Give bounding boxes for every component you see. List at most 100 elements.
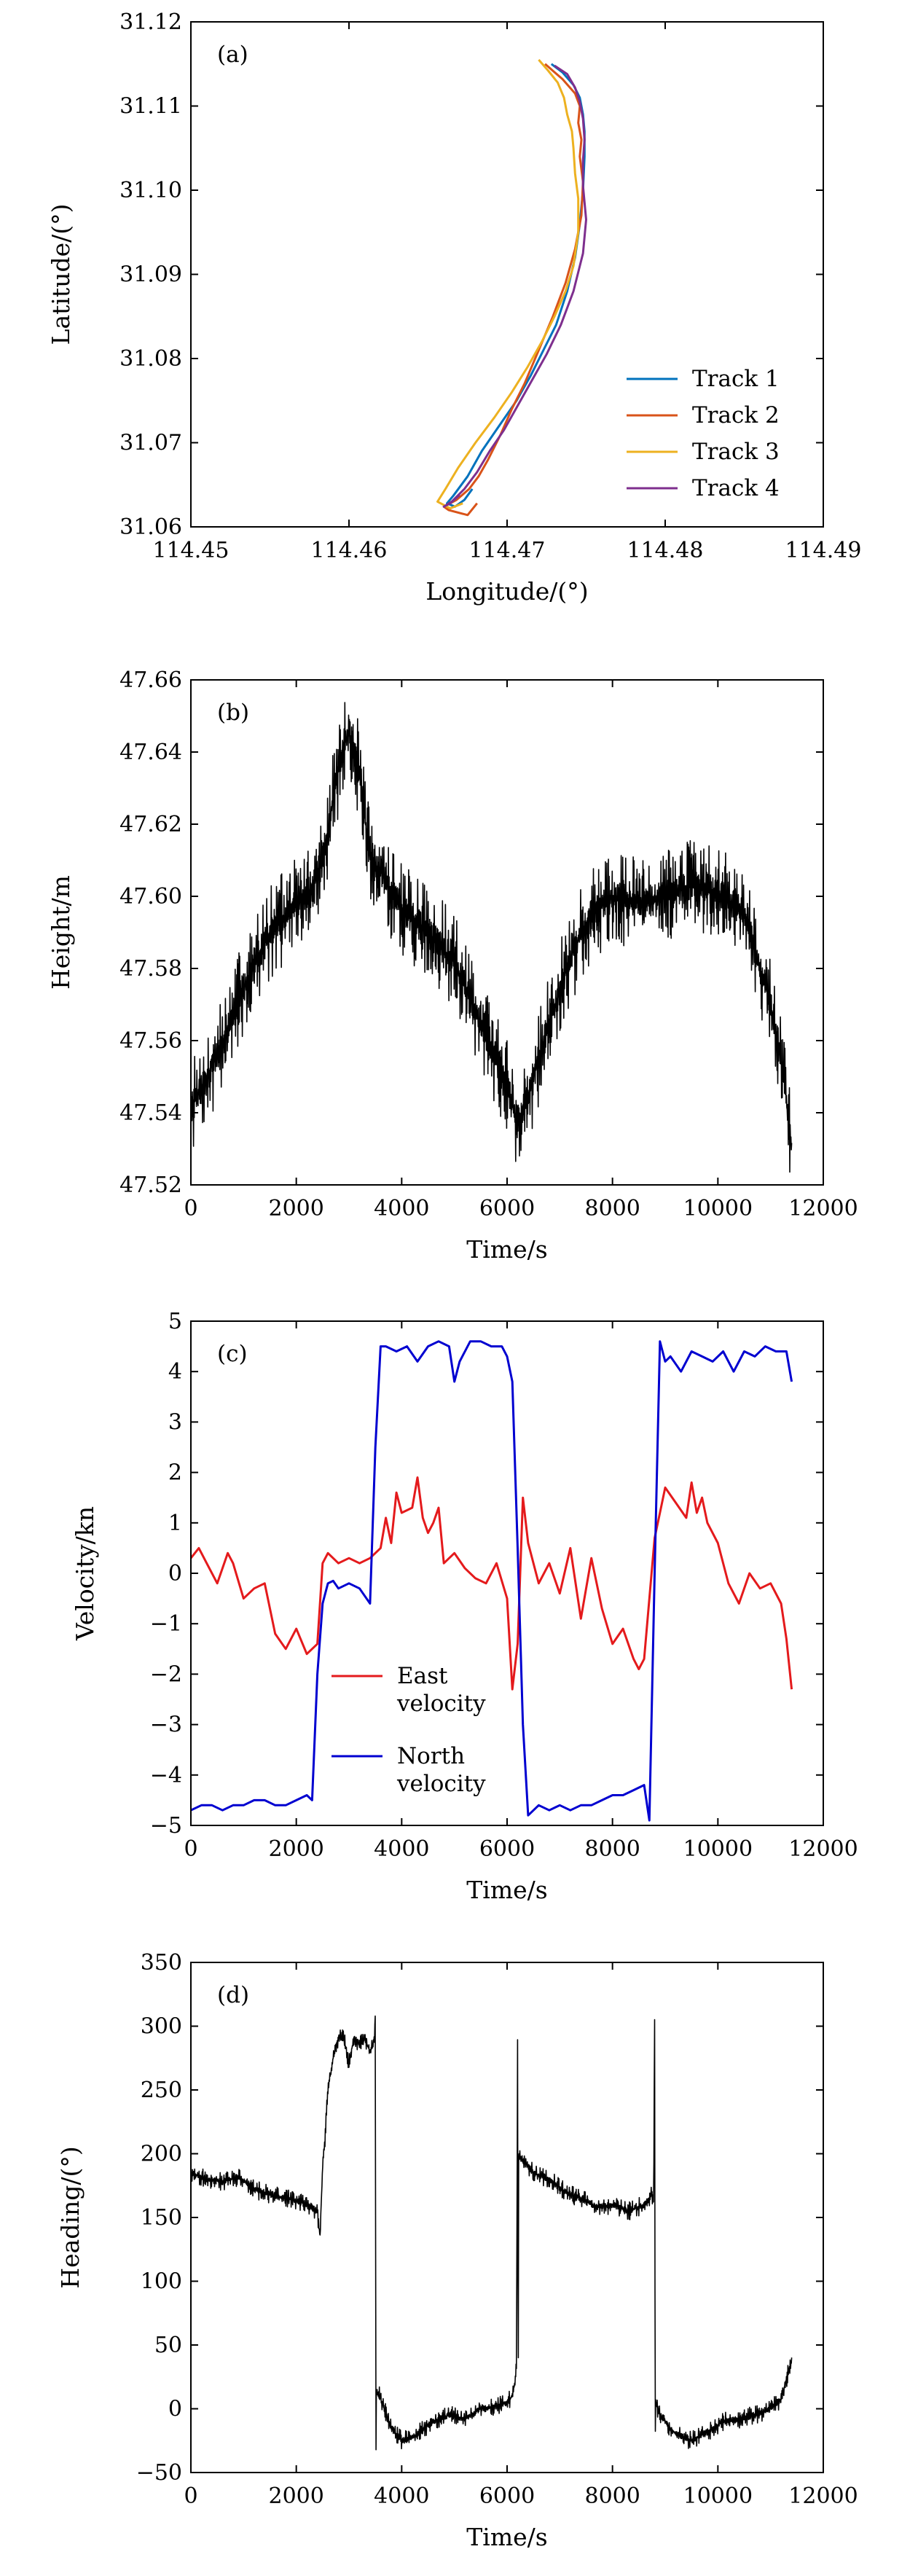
panel-c-legend-label: East velocity: [396, 1663, 486, 1717]
panel-b: 0 2000 4000 6000 8000 10000 12000 47.52 47.54 47.…: [47, 668, 858, 1264]
panel-d-y-tick-label: 100: [141, 2269, 182, 2295]
panel-d-x-tick-label: 2000: [268, 2483, 323, 2509]
panel-d-x-tick-label: 10000: [683, 2483, 753, 2509]
panel-c-x-tick-label: 2000: [268, 1836, 323, 1862]
panel-c-legend-label: North velocity: [396, 1743, 486, 1797]
panel-d-x-tick-label: 0: [184, 2483, 197, 2509]
panel-b-plot-area: [191, 702, 793, 1173]
panel-d: 0 2000 4000 6000 8000 10000 12000−500501001502…: [56, 1950, 858, 2551]
panel-c-y-tick-label: 5: [168, 1309, 182, 1334]
panel-b-y-tick-label: 47.56: [119, 1028, 182, 1054]
panel-a-legend: Track 1 Track 2 Track 3 Track 4: [627, 366, 780, 501]
panel-b-y-tick-label: 47.52: [119, 1172, 182, 1198]
panel-c-north-velocity-line: [191, 1340, 793, 1822]
panel-b-x-axis-label: Time/s: [466, 1235, 547, 1264]
panel-d-x-tick-label: 12000: [788, 2483, 858, 2509]
panel-c-plot-area: [191, 1340, 793, 1822]
panel-b-y-tick-label: 47.66: [119, 668, 182, 693]
panel-c-y-tick-label: 3: [168, 1409, 182, 1435]
panel-c-x-tick-label: 10000: [683, 1836, 753, 1862]
panel-c: 0 2000 4000 6000 8000 10000 12000 −5 −4 −3 −2 −1 0 1 2…: [71, 1309, 858, 1904]
panel-a: 114.45 114.46 114.47 114.48 114.49 31.06 31.07…: [47, 9, 861, 606]
panel-c-frame: [190, 1320, 824, 1826]
panel-a-y-tick-label: 31.09: [119, 262, 182, 288]
panel-a-x-axis-label: Longitude/(°): [425, 577, 588, 606]
panel-c-y-tick-label: −3: [150, 1712, 182, 1738]
panel-a-legend-label: Track 4: [692, 475, 780, 501]
panel-a-y-axis-label: Latitude/(°): [47, 204, 75, 345]
panel-b-series-line: [191, 702, 793, 1173]
panel-d-y-tick-label: 150: [141, 2205, 182, 2231]
panel-a-y-tick-label: 31.10: [119, 178, 182, 203]
panel-a-x-tick-label: 114.48: [627, 538, 704, 563]
panel-b-x-tick-label: 0: [184, 1196, 197, 1221]
panel-c-x-tick-label: 4000: [374, 1836, 429, 1862]
panel-c-east-velocity-line: [191, 1476, 793, 1691]
panel-c-y-tick-label: −1: [150, 1611, 182, 1637]
panel-a-track-4-line: [442, 64, 587, 508]
panel-b-y-tick-label: 47.58: [119, 956, 182, 982]
panel-c-y-tick-label: −4: [150, 1763, 182, 1788]
panel-b-tag: (b): [217, 700, 249, 726]
panel-a-tag: (a): [217, 42, 248, 68]
panel-a-x-tick-label: 114.46: [311, 538, 388, 563]
panel-a-y-tick-label: 31.08: [119, 346, 182, 372]
panel-b-y-tick-label: 47.64: [119, 740, 182, 765]
panel-b-y-axis-label: Height/m: [47, 875, 75, 990]
panel-b-x-tick-label: 2000: [268, 1196, 323, 1221]
panel-c-legend: East velocity North velocity: [332, 1663, 486, 1797]
panel-a-y-tick-label: 31.07: [119, 431, 182, 456]
panel-d-x-tick-label: 6000: [479, 2483, 535, 2509]
panel-c-x-tick-label: 6000: [479, 1836, 535, 1862]
panel-a-legend-label: Track 3: [692, 439, 780, 465]
panel-a-y-tick-label: 31.06: [119, 514, 182, 540]
panel-b-x-tick-label: 10000: [683, 1196, 753, 1221]
panel-a-legend-label: Track 2: [692, 402, 780, 428]
panel-b-y-tick-label: 47.60: [119, 884, 182, 909]
panel-c-y-tick-label: 4: [168, 1359, 182, 1385]
panel-d-series-line: [191, 2015, 793, 2451]
panel-c-tag: (c): [217, 1341, 248, 1367]
panel-b-y-tick-label: 47.54: [119, 1100, 182, 1126]
panel-d-y-tick-label: 250: [141, 2078, 182, 2103]
panel-c-x-tick-label: 0: [184, 1836, 197, 1862]
panel-a-y-tick-label: 31.12: [119, 9, 182, 35]
panel-a-plot-area: [436, 59, 587, 517]
panel-b-x-tick-label: 6000: [479, 1196, 535, 1221]
panel-d-y-tick-label: 0: [168, 2397, 182, 2422]
panel-c-y-tick-label: 1: [168, 1511, 182, 1536]
panel-a-y-tick-label: 31.11: [119, 94, 182, 120]
panel-d-y-tick-label: 200: [141, 2142, 182, 2167]
panel-d-x-tick-label: 8000: [584, 2483, 640, 2509]
panel-d-tag: (d): [217, 1982, 249, 2008]
panel-c-y-tick-label: −2: [150, 1661, 182, 1687]
panel-a-track-3-line: [436, 59, 580, 510]
panel-c-y-axis-label: Velocity/kn: [71, 1506, 99, 1641]
panel-a-x-tick-label: 114.49: [785, 538, 862, 563]
panel-d-y-tick-label: 50: [154, 2333, 182, 2358]
panel-c-y-tick-label: 0: [168, 1561, 182, 1586]
panel-d-y-axis-label: Heading/(°): [56, 2146, 85, 2288]
panel-d-frame: [190, 1962, 824, 2473]
panel-d-plot-area: [191, 2015, 793, 2451]
panel-c-y-tick-label: −5: [150, 1813, 182, 1839]
panel-c-x-tick-label: 12000: [788, 1836, 858, 1862]
panel-b-x-tick-label: 12000: [788, 1196, 858, 1221]
panel-d-x-tick-label: 4000: [374, 2483, 429, 2509]
panel-b-y-tick-label: 47.62: [119, 812, 182, 837]
panel-c-x-axis-label: Time/s: [466, 1876, 547, 1904]
panel-d-y-tick-label: 350: [141, 1950, 182, 1976]
panel-d-y-tick-label: 300: [141, 2014, 182, 2040]
panel-b-x-tick-label: 8000: [584, 1196, 640, 1221]
panel-c-x-tick-label: 8000: [584, 1836, 640, 1862]
panel-d-x-axis-label: Time/s: [466, 2523, 547, 2551]
panel-c-y-tick-label: 2: [168, 1460, 182, 1486]
panel-a-track-2-line: [442, 63, 584, 517]
panel-a-legend-label: Track 1: [692, 366, 780, 392]
panel-a-x-tick-label: 114.47: [469, 538, 546, 563]
panel-b-x-tick-label: 4000: [374, 1196, 429, 1221]
panel-a-x-tick-label: 114.45: [153, 538, 230, 563]
panel-d-y-tick-label: −50: [136, 2460, 182, 2486]
